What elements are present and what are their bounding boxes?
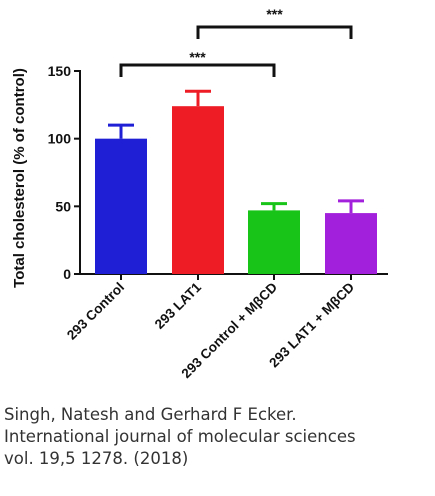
bar: [248, 210, 300, 274]
bar: [172, 106, 224, 274]
significance-brackets: *** ***: [119, 6, 353, 77]
significance-bracket: [119, 63, 276, 77]
y-tick-label: 0: [63, 266, 71, 282]
significance-bracket: [196, 25, 353, 39]
x-tick-label: 293 LAT1 + MβCD: [266, 279, 357, 370]
citation-line-3: vol. 19,5 1278. (2018): [4, 449, 189, 468]
y-tick-label: 150: [48, 63, 72, 79]
citation-line-2: International journal of molecular scien…: [4, 427, 356, 446]
citation-line-1: Singh, Natesh and Gerhard F Ecker.: [4, 405, 297, 424]
chart-bars: [95, 89, 377, 274]
significance-label: ***: [189, 49, 206, 65]
y-tick-label: 100: [48, 131, 72, 147]
y-axis-label: Total cholesterol (% of control): [11, 68, 28, 288]
x-tick-label: 293 LAT1: [152, 279, 205, 332]
citation: Singh, Natesh and Gerhard F Ecker. Inter…: [4, 404, 432, 470]
bar: [325, 213, 377, 274]
significance-label: ***: [266, 6, 283, 22]
bar: [95, 138, 147, 274]
x-tick-label: 293 Control: [64, 280, 127, 343]
y-tick-label: 50: [55, 198, 71, 214]
